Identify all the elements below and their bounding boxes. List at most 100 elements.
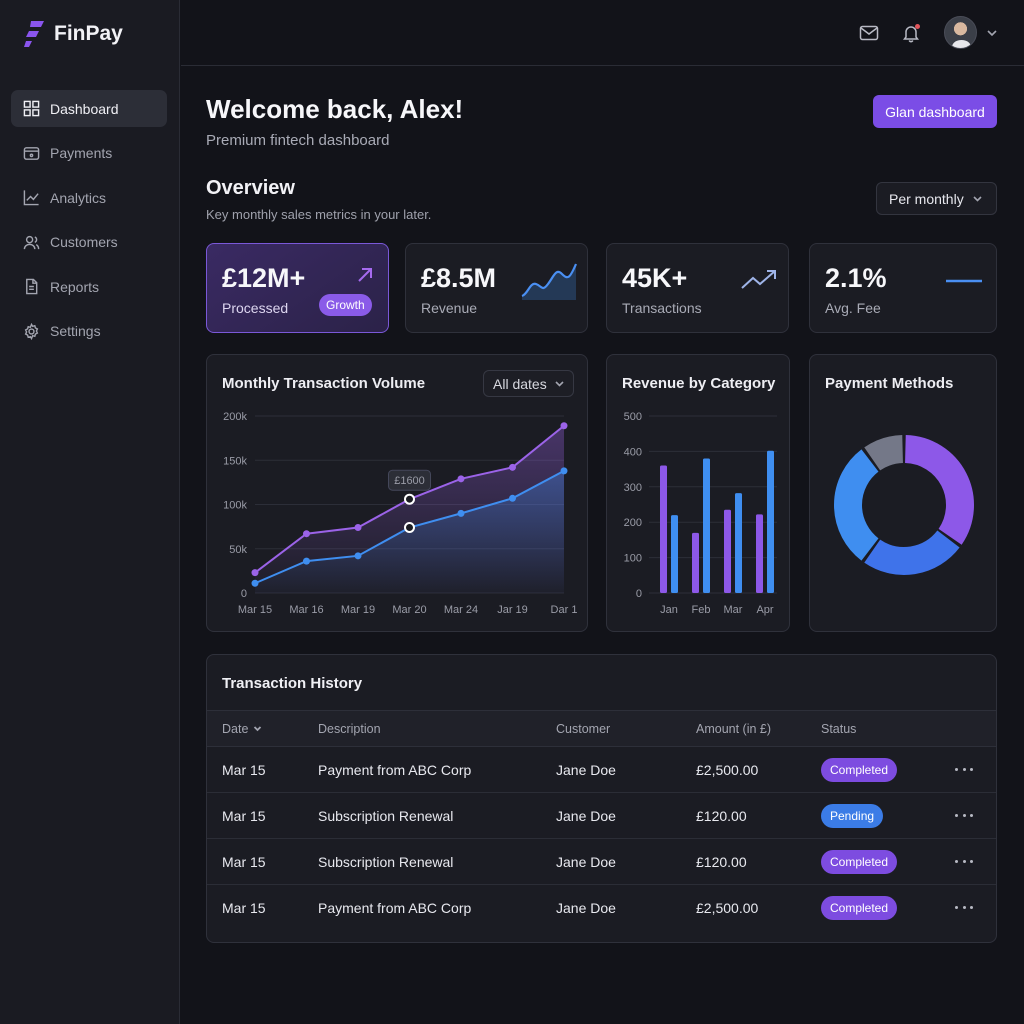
status-badge: Completed — [821, 896, 898, 920]
stat-label: Transactions — [622, 300, 702, 316]
x-tick-label: Mar 19 — [341, 604, 375, 616]
pie-slice — [904, 435, 974, 545]
data-point — [251, 579, 259, 587]
x-tick-label: Mar 24 — [444, 604, 478, 616]
document-icon — [26, 278, 38, 295]
page-subtitle: Premium fintech dashboard — [206, 132, 390, 149]
x-tick-label: Jar 19 — [497, 604, 528, 616]
overview-title: Overview — [206, 177, 295, 199]
y-tick-label: 150k — [223, 455, 247, 467]
sidebar-item-analytics[interactable]: Analytics — [11, 179, 167, 216]
dashboard-button[interactable]: Glan dashboard — [873, 95, 997, 128]
more-options-icon[interactable] — [955, 801, 973, 829]
stat-value: 45K+ — [622, 263, 688, 293]
stat-card-revenue[interactable]: £8.5M Revenue — [405, 243, 588, 333]
revenue-category-card: 500 400 300 200 100 0 Jan Feb Mar Apr Revenue by … — [606, 354, 790, 632]
pie-slice — [864, 435, 904, 471]
growth-badge: Growth — [319, 294, 372, 316]
chart-title: Revenue by Category — [622, 375, 776, 392]
chevron-down-icon[interactable] — [985, 26, 999, 40]
data-point — [457, 475, 465, 483]
bell-icon[interactable] — [900, 22, 922, 44]
bar — [756, 514, 763, 593]
y-tick-label: 500 — [624, 411, 642, 423]
bar — [735, 493, 742, 593]
sparkline-icon — [521, 263, 578, 300]
chevron-down-icon — [973, 196, 982, 202]
stat-card-avg-fee[interactable]: 2.1% Avg. Fee — [809, 243, 997, 333]
column-header-date[interactable]: Date — [222, 722, 262, 736]
y-tick-label: 200 — [624, 517, 642, 529]
cell-customer: Jane Doe — [556, 762, 616, 778]
app-name: FinPay — [54, 22, 123, 45]
cell-description: Subscription Renewal — [318, 808, 454, 824]
sidebar-item-label: Reports — [50, 278, 100, 295]
bar — [703, 458, 710, 593]
x-tick-label: Dar 1 — [551, 604, 578, 616]
data-point — [303, 557, 310, 565]
column-label: Date — [222, 722, 249, 736]
x-tick-label: Feb — [692, 604, 711, 616]
cell-customer: Jane Doe — [556, 854, 616, 870]
cell-description: Payment from ABC Corp — [318, 762, 472, 778]
status-badge: Completed — [821, 850, 898, 874]
date-filter-select[interactable]: All dates — [483, 370, 574, 397]
tooltip-label: £1600 — [394, 475, 425, 487]
stat-card-processed[interactable]: £12M+ Processed Growth — [206, 243, 389, 333]
bar — [671, 515, 678, 593]
avatar[interactable] — [944, 16, 977, 49]
table-title: Transaction History — [222, 675, 363, 692]
table-row[interactable]: Mar 15 Payment from ABC Corp Jane Doe £2… — [207, 747, 996, 793]
monthly-volume-chart: 200k 150k 100k 50k 0 Mar 15 Mar 16 Mar 19 Mar 20… — [223, 411, 578, 616]
more-options-icon[interactable] — [955, 755, 973, 783]
period-select[interactable]: Per monthly — [876, 182, 997, 215]
cell-date: Mar 15 — [222, 900, 266, 916]
cell-amount: £2,500.00 — [696, 762, 759, 778]
x-tick-label: Mar 20 — [392, 604, 426, 616]
chevron-down-icon — [254, 726, 262, 732]
finpay-logo-icon — [24, 21, 44, 47]
payment-methods-card: Payment Methods — [809, 354, 997, 632]
data-point — [560, 422, 568, 430]
mail-icon[interactable] — [858, 22, 880, 44]
pie-slice — [864, 529, 960, 575]
page-title: Welcome back, Alex! — [206, 94, 464, 124]
x-tick-label: Apr — [756, 604, 773, 616]
cell-amount: £120.00 — [696, 854, 747, 870]
grid-icon — [23, 100, 40, 117]
sidebar-item-reports[interactable]: Reports — [11, 268, 167, 305]
x-tick-label: Jan — [660, 604, 678, 616]
table-row[interactable]: Mar 15 Subscription Renewal Jane Doe £12… — [207, 839, 996, 885]
y-tick-label: 200k — [223, 411, 247, 423]
data-point — [560, 467, 568, 475]
tooltip-box — [388, 469, 431, 491]
overview-subtitle: Key monthly sales metrics in your later. — [206, 207, 432, 222]
data-point — [404, 522, 415, 534]
x-tick-label: Mar 16 — [289, 604, 323, 616]
data-point — [303, 530, 310, 538]
more-options-icon[interactable] — [955, 847, 973, 875]
data-point — [404, 493, 415, 505]
table-row[interactable]: Mar 15 Subscription Renewal Jane Doe £12… — [207, 793, 996, 839]
topbar — [181, 0, 1024, 66]
sidebar-item-settings[interactable]: Settings — [11, 313, 167, 350]
sidebar-item-payments[interactable]: Payments — [11, 135, 167, 172]
y-tick-label: 0 — [636, 588, 642, 600]
y-tick-label: 300 — [624, 482, 642, 494]
table-row[interactable]: Mar 15 Payment from ABC Corp Jane Doe £2… — [207, 885, 996, 931]
sidebar-item-dashboard[interactable]: Dashboard — [11, 90, 167, 127]
stat-card-transactions[interactable]: 45K+ Transactions — [606, 243, 789, 333]
sidebar-item-customers[interactable]: Customers — [11, 224, 167, 261]
stat-value: 2.1% — [825, 263, 887, 293]
sidebar-nav: Dashboard Payments Analytics Customers R… — [11, 90, 167, 357]
chevron-down-icon — [555, 381, 564, 387]
date-filter-value: All dates — [493, 375, 547, 392]
sidebar-item-label: Payments — [50, 145, 113, 161]
chart-title: Payment Methods — [825, 375, 954, 392]
y-tick-label: 50k — [229, 544, 247, 556]
more-options-icon[interactable] — [955, 893, 973, 921]
trend-up-icon — [741, 270, 776, 289]
data-point — [354, 552, 362, 560]
stat-label: Avg. Fee — [825, 300, 881, 316]
cell-date: Mar 15 — [222, 854, 266, 870]
